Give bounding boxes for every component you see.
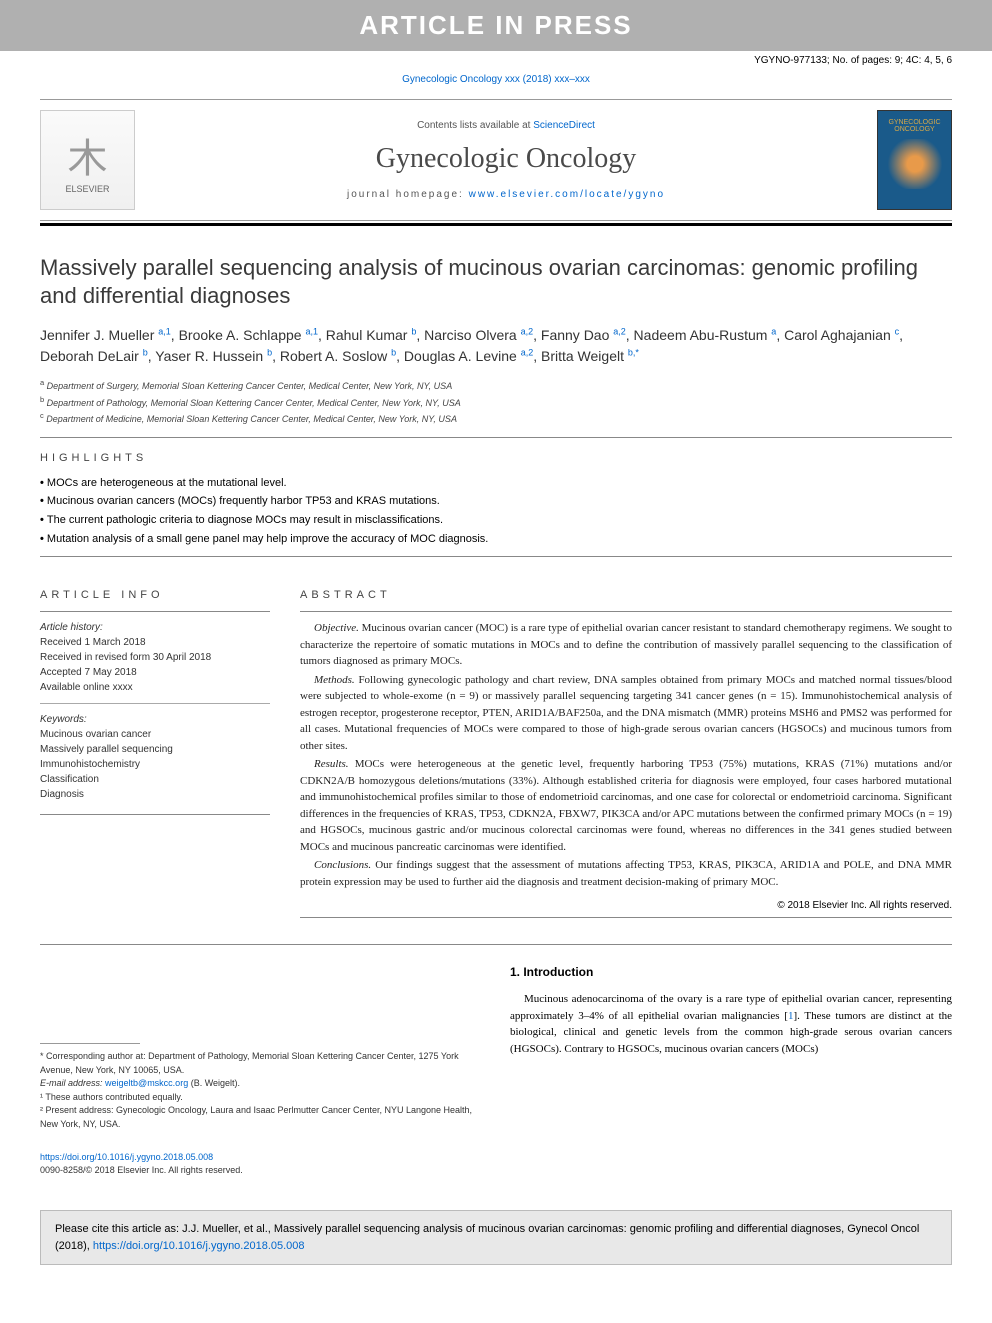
sciencedirect-link[interactable]: ScienceDirect: [533, 120, 595, 131]
corresponding-author: * Corresponding author at: Department of…: [40, 1050, 480, 1077]
footnote-1: ¹ These authors contributed equally.: [40, 1091, 480, 1105]
footnote-2: ² Present address: Gynecologic Oncology,…: [40, 1104, 480, 1131]
highlight-item: Mutation analysis of a small gene panel …: [40, 530, 952, 549]
highlights-list: MOCs are heterogeneous at the mutational…: [40, 474, 952, 549]
abstract-methods: Following gynecologic pathology and char…: [300, 674, 952, 752]
introduction: 1. Introduction Mucinous adenocarcinoma …: [510, 963, 952, 1176]
email-link[interactable]: weigeltb@mskcc.org: [105, 1078, 188, 1088]
history-line: Received in revised form 30 April 2018: [40, 650, 270, 665]
abstract-text: Objective. Mucinous ovarian cancer (MOC)…: [300, 620, 952, 890]
keyword: Massively parallel sequencing: [40, 742, 270, 757]
keyword: Immunohistochemistry: [40, 757, 270, 772]
highlights-label: HIGHLIGHTS: [40, 452, 952, 464]
email-label: E-mail address:: [40, 1078, 105, 1088]
author-list: Jennifer J. Mueller a,1, Brooke A. Schla…: [40, 325, 952, 367]
keyword: Mucinous ovarian cancer: [40, 727, 270, 742]
article-in-press-banner: ARTICLE IN PRESS: [0, 0, 992, 51]
email-name: (B. Weigelt).: [188, 1078, 240, 1088]
journal-name: Gynecologic Oncology: [135, 143, 877, 175]
highlight-item: The current pathologic criteria to diagn…: [40, 511, 952, 530]
keywords-label: Keywords:: [40, 712, 270, 727]
issn-copyright: 0090-8258/© 2018 Elsevier Inc. All right…: [40, 1165, 243, 1175]
document-id: YGYNO-977133; No. of pages: 9; 4C: 4, 5,…: [0, 51, 992, 66]
abstract-results: MOCs were heterogeneous at the genetic l…: [300, 758, 952, 853]
footnotes: * Corresponding author at: Department of…: [40, 963, 480, 1176]
homepage-link[interactable]: www.elsevier.com/locate/ygyno: [469, 189, 665, 200]
journal-homepage: journal homepage: www.elsevier.com/locat…: [135, 189, 877, 200]
rule: [40, 611, 270, 612]
rule: [40, 556, 952, 557]
article-info: Article history: Received 1 March 2018Re…: [40, 620, 270, 802]
history-line: Received 1 March 2018: [40, 635, 270, 650]
contents-prefix: Contents lists available at: [417, 120, 533, 131]
rule: [40, 437, 952, 438]
keyword: Diagnosis: [40, 787, 270, 802]
doi-block: https://doi.org/10.1016/j.ygyno.2018.05.…: [40, 1151, 480, 1176]
highlight-item: MOCs are heterogeneous at the mutational…: [40, 474, 952, 493]
rule: [300, 611, 952, 612]
history-line: Accepted 7 May 2018: [40, 665, 270, 680]
abstract-objective: Mucinous ovarian cancer (MOC) is a rare …: [300, 622, 952, 667]
journal-header: ⽊ ELSEVIER Contents lists available at S…: [40, 99, 952, 221]
contents-available: Contents lists available at ScienceDirec…: [135, 120, 877, 131]
publisher-name: ELSEVIER: [65, 184, 109, 194]
homepage-prefix: journal homepage:: [347, 189, 469, 200]
full-rule: [40, 944, 952, 945]
citation-line: Gynecologic Oncology xxx (2018) xxx–xxx: [0, 66, 992, 99]
elsevier-logo: ⽊ ELSEVIER: [40, 110, 135, 210]
header-center: Contents lists available at ScienceDirec…: [135, 120, 877, 200]
ref-link[interactable]: 1: [788, 1010, 794, 1022]
history-line: Available online xxxx: [40, 680, 270, 695]
journal-cover: GYNECOLOGIC ONCOLOGY: [877, 110, 952, 210]
intro-heading: 1. Introduction: [510, 963, 952, 981]
doi-link[interactable]: https://doi.org/10.1016/j.ygyno.2018.05.…: [40, 1152, 213, 1162]
keyword: Classification: [40, 772, 270, 787]
tree-icon: ⽊: [68, 126, 108, 184]
rule: [40, 814, 270, 815]
cite-doi-link[interactable]: https://doi.org/10.1016/j.ygyno.2018.05.…: [93, 1240, 305, 1252]
cover-title: GYNECOLOGIC ONCOLOGY: [878, 119, 951, 133]
affiliations: a Department of Surgery, Memorial Sloan …: [40, 377, 952, 427]
highlight-item: Mucinous ovarian cancers (MOCs) frequent…: [40, 492, 952, 511]
copyright: © 2018 Elsevier Inc. All rights reserved…: [300, 900, 952, 911]
rule: [300, 917, 952, 918]
citation-box: Please cite this article as: J.J. Muelle…: [40, 1210, 952, 1265]
cover-image: [885, 139, 945, 189]
abstract-label: ABSTRACT: [300, 589, 952, 601]
article-info-label: ARTICLE INFO: [40, 589, 270, 601]
article-title: Massively parallel sequencing analysis o…: [40, 254, 952, 309]
abstract-conclusions: Our findings suggest that the assessment…: [300, 859, 952, 888]
history-label: Article history:: [40, 620, 270, 635]
